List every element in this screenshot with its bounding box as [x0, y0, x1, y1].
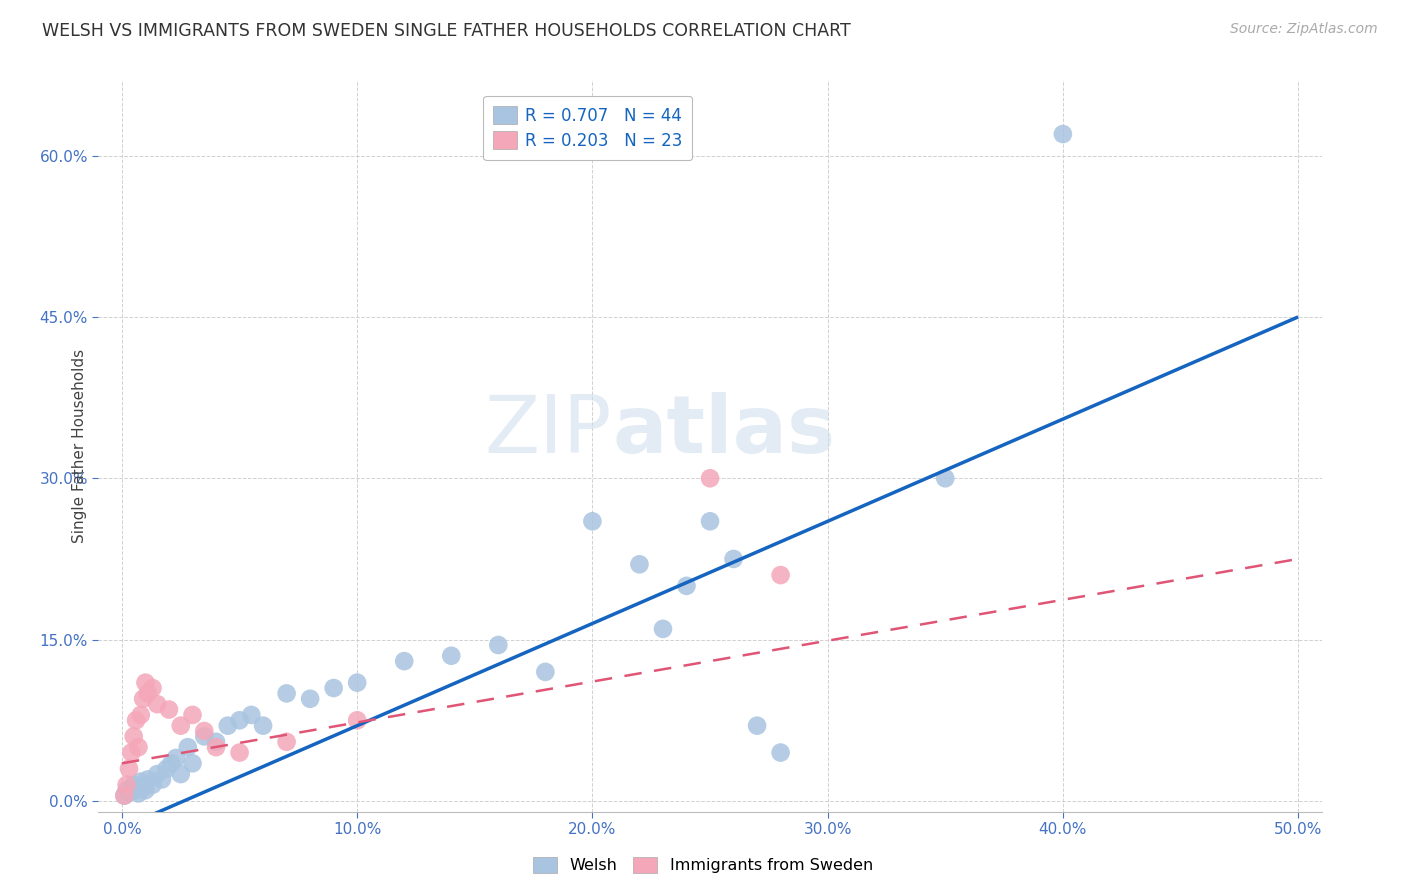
Point — [134, 783, 156, 797]
Point — [118, 785, 141, 799]
Point — [934, 471, 956, 485]
Point — [177, 740, 200, 755]
Point — [486, 638, 509, 652]
Point — [141, 778, 163, 792]
Point — [125, 714, 148, 728]
Point — [699, 471, 721, 485]
Point — [322, 681, 344, 695]
Point — [217, 719, 239, 733]
Point — [170, 767, 193, 781]
Point — [129, 774, 152, 789]
Point — [299, 691, 322, 706]
Point — [112, 789, 135, 803]
Point — [156, 762, 179, 776]
Point — [132, 780, 155, 794]
Point — [141, 681, 163, 695]
Point — [134, 675, 156, 690]
Point — [125, 783, 148, 797]
Point — [276, 686, 298, 700]
Text: ZIP: ZIP — [485, 392, 612, 470]
Point — [581, 514, 603, 528]
Point — [346, 675, 368, 690]
Point — [534, 665, 557, 679]
Legend: Welsh, Immigrants from Sweden: Welsh, Immigrants from Sweden — [526, 850, 880, 880]
Point — [120, 746, 142, 760]
Point — [205, 735, 228, 749]
Point — [115, 778, 138, 792]
Point — [170, 719, 193, 733]
Point — [769, 568, 792, 582]
Legend: R = 0.707   N = 44, R = 0.203   N = 23: R = 0.707 N = 44, R = 0.203 N = 23 — [484, 96, 692, 160]
Y-axis label: Single Father Households: Single Father Households — [72, 349, 87, 543]
Point — [1052, 127, 1074, 141]
Point — [675, 579, 697, 593]
Point — [127, 787, 149, 801]
Point — [723, 552, 745, 566]
Point — [205, 740, 228, 755]
Point — [181, 707, 204, 722]
Point — [652, 622, 675, 636]
Point — [132, 691, 155, 706]
Point — [136, 686, 159, 700]
Text: WELSH VS IMMIGRANTS FROM SWEDEN SINGLE FATHER HOUSEHOLDS CORRELATION CHART: WELSH VS IMMIGRANTS FROM SWEDEN SINGLE F… — [42, 22, 851, 40]
Point — [193, 724, 215, 739]
Point — [745, 719, 768, 733]
Point — [628, 558, 651, 572]
Point — [252, 719, 274, 733]
Point — [115, 783, 138, 797]
Point — [440, 648, 463, 663]
Point — [346, 714, 368, 728]
Point — [157, 702, 180, 716]
Point — [193, 730, 215, 744]
Point — [160, 756, 183, 771]
Point — [122, 730, 145, 744]
Point — [228, 714, 250, 728]
Point — [127, 740, 149, 755]
Point — [394, 654, 416, 668]
Point — [699, 514, 721, 528]
Text: atlas: atlas — [612, 392, 835, 470]
Point — [181, 756, 204, 771]
Point — [150, 772, 173, 787]
Text: Source: ZipAtlas.com: Source: ZipAtlas.com — [1230, 22, 1378, 37]
Point — [120, 780, 142, 795]
Point — [136, 772, 159, 787]
Point — [146, 697, 169, 711]
Point — [276, 735, 298, 749]
Point — [240, 707, 263, 722]
Point — [118, 762, 141, 776]
Point — [769, 746, 792, 760]
Point — [112, 789, 135, 803]
Point — [146, 767, 169, 781]
Point — [129, 707, 152, 722]
Point — [228, 746, 250, 760]
Point — [165, 751, 187, 765]
Point — [122, 778, 145, 792]
